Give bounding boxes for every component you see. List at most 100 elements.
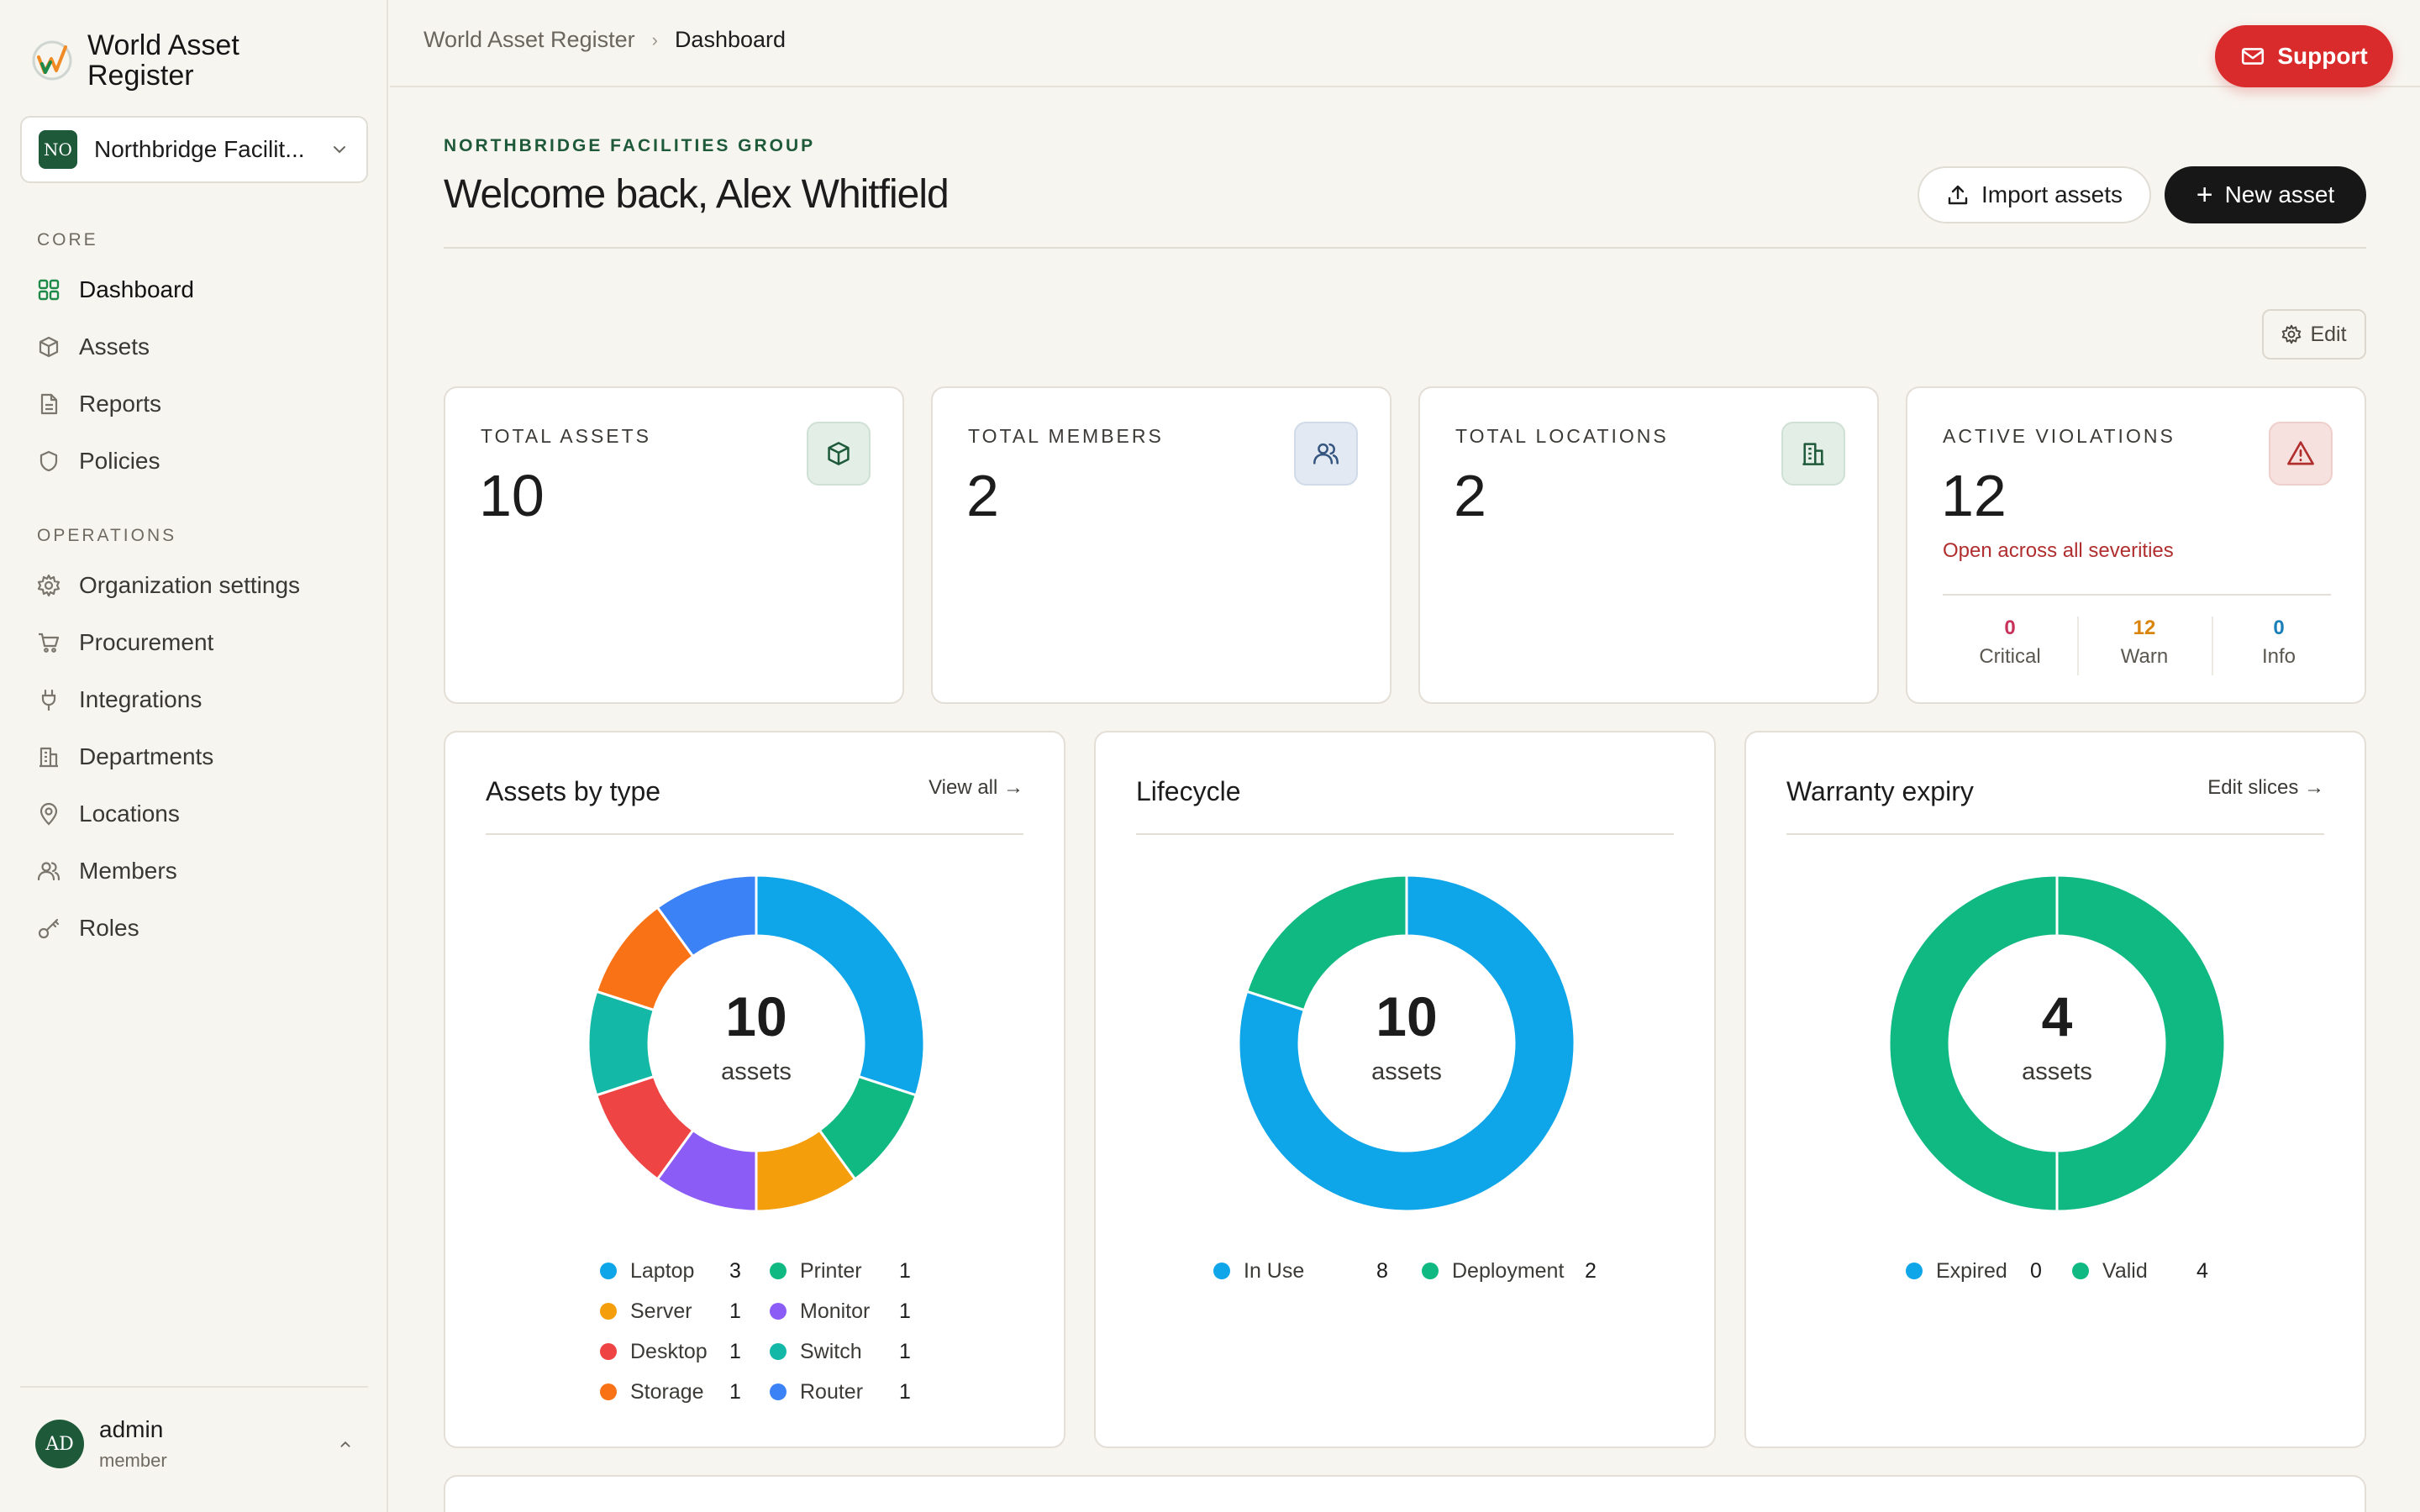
- donut-slice-valid[interactable]: [1889, 875, 2225, 1211]
- donut-slice-in-use[interactable]: [1239, 875, 1575, 1211]
- pin-icon: [39, 802, 58, 826]
- brand[interactable]: World Asset Register: [30, 30, 306, 91]
- sidebar-item-roles[interactable]: Roles: [37, 907, 139, 949]
- org-switcher[interactable]: NO Northbridge Facilit...: [20, 116, 368, 183]
- org-badge: NO: [39, 130, 77, 169]
- legend-label: Monitor: [800, 1299, 871, 1323]
- stat-label: TOTAL ASSETS: [481, 425, 652, 447]
- card-title: Lifecycle: [1136, 776, 1241, 806]
- sidebar-item-organization-settings[interactable]: Organization settings: [37, 564, 300, 606]
- severity-label: Info: [2261, 645, 2296, 668]
- stat-value: 10: [479, 463, 544, 528]
- legend-swatch: [1906, 1263, 1923, 1279]
- legend-item-expired[interactable]: Expired 0: [1906, 1258, 2042, 1284]
- legend-label: Storage: [630, 1379, 704, 1404]
- severity-divider: [2077, 617, 2079, 675]
- severity-count: 0: [2273, 617, 2285, 639]
- legend-label: Switch: [800, 1339, 862, 1363]
- support-button[interactable]: Support: [2215, 25, 2393, 87]
- stat-card-active-violations[interactable]: ACTIVE VIOLATIONS 12 Open across all sev…: [1906, 386, 2366, 704]
- breadcrumb-separator-icon: ›: [651, 29, 658, 50]
- sidebar-item-label: Assets: [79, 333, 150, 360]
- sidebar-item-assets[interactable]: Assets: [37, 326, 150, 368]
- legend-swatch: [770, 1383, 786, 1400]
- plus-icon: +: [2196, 179, 2213, 211]
- severity-divider: [2212, 617, 2213, 675]
- donut-slice-server[interactable]: [755, 1128, 857, 1211]
- header-divider: [444, 247, 2366, 249]
- sidebar: World Asset Register NO Northbridge Faci…: [0, 0, 388, 1512]
- legend-value: 1: [729, 1299, 741, 1323]
- sidebar-item-procurement[interactable]: Procurement: [37, 622, 213, 664]
- legend-swatch: [600, 1303, 617, 1320]
- edit-label: Edit: [2310, 322, 2347, 346]
- breadcrumb-root[interactable]: World Asset Register: [424, 27, 635, 52]
- severity-label: Critical: [1979, 645, 2041, 668]
- sidebar-item-locations[interactable]: Locations: [37, 793, 180, 835]
- donut-center-value: 4: [2041, 985, 2073, 1047]
- box-icon: [39, 336, 59, 358]
- sidebar-item-dashboard[interactable]: Dashboard: [37, 269, 194, 311]
- legend-label: Valid: [2102, 1258, 2148, 1283]
- stat-card-total-assets[interactable]: TOTAL ASSETS 10: [444, 386, 904, 704]
- legend-item-server[interactable]: Server 1: [600, 1299, 741, 1324]
- card-divider: [1136, 833, 1674, 835]
- sidebar-item-members[interactable]: Members: [37, 850, 177, 892]
- legend-value: 3: [729, 1258, 741, 1283]
- user-menu[interactable]: AD admin member: [20, 1386, 368, 1495]
- building-icon: [39, 747, 58, 768]
- legend-label: Server: [630, 1299, 692, 1323]
- user-name: admin: [99, 1416, 164, 1442]
- import-assets-button[interactable]: Import assets: [1918, 166, 2151, 223]
- legend-item-in-use[interactable]: In Use 8: [1213, 1258, 1388, 1284]
- sidebar-item-integrations[interactable]: Integrations: [37, 679, 202, 721]
- legend-swatch: [1213, 1263, 1230, 1279]
- stat-card-total-locations[interactable]: TOTAL LOCATIONS 2: [1418, 386, 1879, 704]
- sidebar-item-reports[interactable]: Reports: [37, 383, 161, 425]
- shield-icon: [39, 450, 58, 472]
- donut-slice-deployment[interactable]: [1244, 875, 1408, 1012]
- sidebar-item-departments[interactable]: Departments: [37, 736, 213, 778]
- legend-item-laptop[interactable]: Laptop 3: [600, 1258, 741, 1284]
- severity-info[interactable]: 0 Info: [2212, 617, 2346, 669]
- legend-value: 0: [2030, 1258, 2042, 1283]
- mail-icon: [2242, 48, 2265, 65]
- sidebar-item-label: Policies: [79, 448, 160, 474]
- brand-name: World Asset Register: [87, 29, 239, 92]
- legend-item-router[interactable]: Router 1: [770, 1379, 911, 1404]
- legend-item-storage[interactable]: Storage 1: [600, 1379, 741, 1404]
- sidebar-item-label: Departments: [79, 743, 214, 769]
- severity-critical[interactable]: 0 Critical: [1943, 617, 2077, 669]
- legend-value: 1: [899, 1299, 911, 1323]
- legend-item-printer[interactable]: Printer 1: [770, 1258, 911, 1284]
- edit-slices-link[interactable]: Edit slices →: [2207, 776, 2324, 799]
- severity-warn[interactable]: 12 Warn: [2077, 617, 2212, 669]
- legend-value: 1: [729, 1339, 741, 1363]
- stat-card-total-members[interactable]: TOTAL MEMBERS 2: [931, 386, 1392, 704]
- avatar: AD: [35, 1420, 84, 1468]
- users-icon: [37, 862, 60, 881]
- edit-dashboard-button[interactable]: Edit: [2262, 309, 2366, 360]
- warning-icon: [2269, 422, 2333, 486]
- grid-icon: [38, 279, 60, 301]
- sidebar-item-policies[interactable]: Policies: [37, 440, 160, 482]
- legend-item-desktop[interactable]: Desktop 1: [600, 1339, 741, 1364]
- chevron-down-icon: [334, 146, 345, 154]
- legend-item-deployment[interactable]: Deployment 2: [1422, 1258, 1597, 1284]
- card-title: Warranty expiry: [1786, 776, 1974, 806]
- sidebar-item-label: Integrations: [79, 686, 203, 712]
- stat-value: 2: [966, 463, 999, 528]
- legend-item-valid[interactable]: Valid 4: [2072, 1258, 2208, 1284]
- legend-value: 1: [899, 1339, 911, 1363]
- view-all-link[interactable]: View all →: [929, 776, 1023, 799]
- new-asset-label: New asset: [2224, 181, 2335, 207]
- breadcrumb: World Asset Register › Dashboard: [424, 27, 786, 53]
- donut-slice-router[interactable]: [655, 875, 758, 958]
- legend-item-monitor[interactable]: Monitor 1: [770, 1299, 911, 1324]
- donut-slice-laptop[interactable]: [755, 875, 924, 1097]
- donut-center-value: 10: [725, 985, 787, 1047]
- donut-center-value: 10: [1376, 985, 1438, 1047]
- legend-item-switch[interactable]: Switch 1: [770, 1339, 911, 1364]
- new-asset-button[interactable]: + New asset: [2165, 166, 2366, 223]
- donut-chart-lifecycle: [1239, 875, 1575, 1211]
